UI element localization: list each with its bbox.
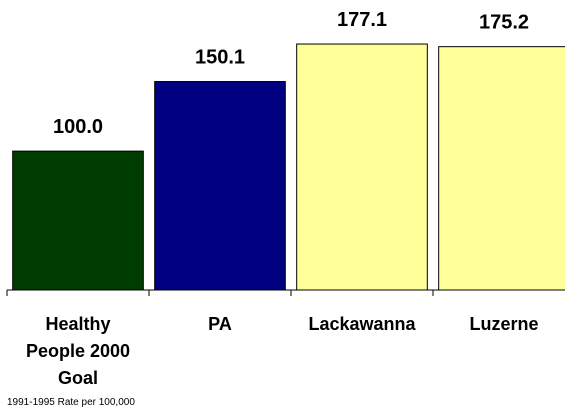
bar [154,81,286,291]
value-label: 177.1 [337,9,387,31]
bar [12,150,144,291]
value-label: 150.1 [195,47,245,69]
x-tick-label: Lackawanna [308,314,416,334]
bar [296,43,428,291]
value-label: 175.2 [479,12,529,34]
footnote: 1991-1995 Rate per 100,000 [7,397,135,408]
bar [438,46,565,291]
value-label: 100.0 [53,116,103,138]
x-tick-label: PA [208,314,232,334]
x-tick-label: Healthy People 2000 Goal [25,314,131,388]
x-tick-label: Luzerne [469,314,539,334]
